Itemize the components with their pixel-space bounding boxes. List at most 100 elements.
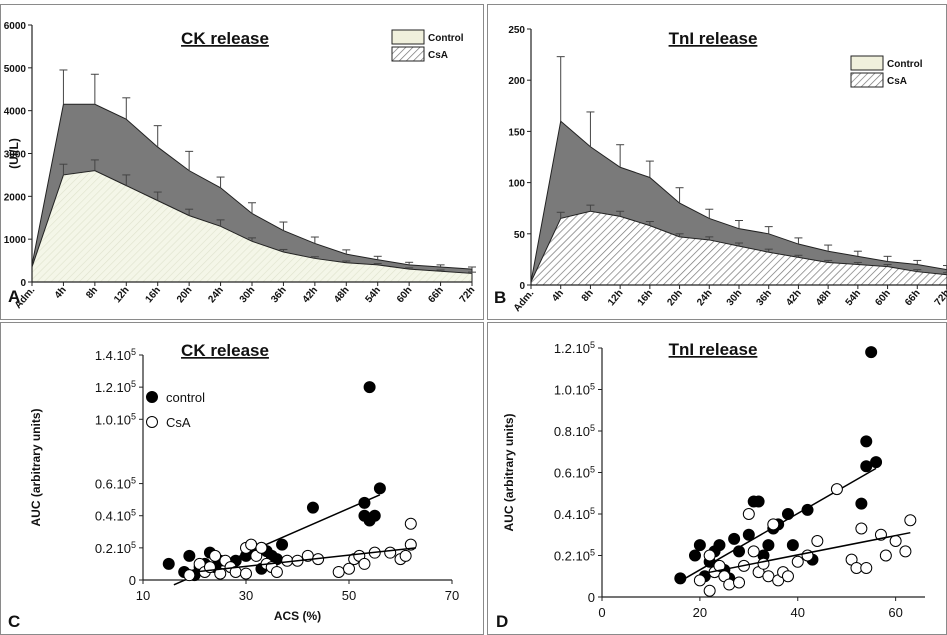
x-tick-label-0-4: 16h bbox=[144, 285, 164, 305]
y-tick-label-1-3: 150 bbox=[508, 127, 525, 138]
x-tick-label-1-3: 12h bbox=[606, 288, 626, 308]
x-tick-label-0-13: 66h bbox=[426, 285, 446, 305]
point-control-3-25 bbox=[865, 346, 878, 359]
point-control-3-22 bbox=[855, 497, 868, 510]
legend-label-control-2: control bbox=[166, 390, 205, 405]
panel-letter-1: B bbox=[494, 288, 506, 307]
point-control-3-9 bbox=[728, 532, 741, 545]
x-tick-label-0-1: 4h bbox=[53, 285, 69, 301]
panel-letter-0: A bbox=[8, 287, 20, 306]
x-tick-label-0-8: 36h bbox=[269, 285, 289, 305]
y-tick-label-1-4: 200 bbox=[508, 76, 525, 87]
x-tick-label-0-2: 8h bbox=[84, 285, 100, 301]
x-tick-label-0-7: 30h bbox=[238, 285, 258, 305]
point-control-3-0 bbox=[674, 572, 687, 585]
chart-title-2: CK release bbox=[181, 341, 269, 360]
legend-swatch-control-1 bbox=[850, 55, 884, 71]
point-csa-2-28 bbox=[399, 549, 412, 562]
y-tick-label-1-0: 0 bbox=[519, 281, 525, 292]
panel-letter-3: D bbox=[496, 612, 508, 631]
y-tick-label-3-4: 0.8.105 bbox=[554, 423, 595, 439]
legend-label-control-0: Control bbox=[428, 33, 464, 44]
x-tick-label-1-1: 4h bbox=[550, 288, 566, 304]
x-axis-label-2: ACS (%) bbox=[274, 609, 321, 623]
panel-d bbox=[487, 322, 947, 635]
point-csa-3-11 bbox=[757, 557, 770, 570]
point-csa-3-5 bbox=[723, 578, 736, 591]
y-tick-label-3-1: 0.2.105 bbox=[554, 548, 595, 564]
legend-swatch-csa-1 bbox=[850, 72, 884, 88]
y-axis-label-3: AUC (arbitrary units) bbox=[502, 413, 516, 531]
x-tick-label-0-6: 24h bbox=[206, 285, 226, 305]
point-csa-2-31 bbox=[240, 567, 252, 580]
legend-swatch-control-0 bbox=[391, 29, 425, 45]
x-tick-label-3-2: 40 bbox=[791, 605, 805, 620]
point-csa-3-3 bbox=[713, 559, 726, 572]
point-csa-2-21 bbox=[343, 562, 355, 575]
y-tick-label-3-0: 0 bbox=[588, 590, 595, 605]
point-control-2-0 bbox=[162, 557, 175, 570]
point-csa-3-9 bbox=[747, 545, 760, 558]
point-csa-3-28 bbox=[899, 545, 912, 558]
point-control-2-17 bbox=[306, 501, 319, 514]
point-csa-3-1 bbox=[703, 584, 716, 597]
point-control-2-2 bbox=[183, 549, 196, 562]
legend-swatch-csa-0 bbox=[391, 46, 425, 62]
y-tick-label-2-5: 1.2.105 bbox=[95, 379, 136, 395]
point-control-3-1 bbox=[688, 549, 701, 562]
y-tick-label-3-2: 0.4.105 bbox=[554, 506, 595, 522]
chart-title-0: CK release bbox=[181, 29, 269, 48]
y-tick-label-0-1: 1000 bbox=[4, 235, 27, 246]
y-tick-label-0-3: 3000 bbox=[4, 150, 27, 161]
point-control-2-22 bbox=[368, 509, 381, 522]
series-csa-area-1 bbox=[530, 210, 947, 286]
x-tick-label-2-2: 50 bbox=[342, 588, 356, 603]
point-csa-2-20 bbox=[332, 565, 345, 578]
x-tick-label-1-9: 42h bbox=[784, 288, 804, 308]
x-tick-label-0-11: 54h bbox=[364, 285, 384, 305]
x-tick-label-0-5: 20h bbox=[175, 285, 195, 305]
fit-line-control-3 bbox=[684, 467, 877, 579]
y-tick-label-2-6: 1.4.105 bbox=[95, 347, 136, 363]
x-tick-label-1-12: 60h bbox=[873, 288, 893, 308]
point-csa-3-13 bbox=[767, 518, 780, 531]
point-csa-3-29 bbox=[904, 514, 917, 527]
point-csa-2-10 bbox=[245, 538, 258, 551]
point-csa-3-19 bbox=[811, 534, 824, 547]
y-tick-label-2-3: 0.6.105 bbox=[95, 476, 136, 492]
x-tick-label-1-2: 8h bbox=[580, 288, 596, 304]
point-csa-3-24 bbox=[860, 561, 873, 574]
x-tick-label-2-1: 30 bbox=[239, 588, 253, 603]
point-csa-2-5 bbox=[214, 567, 227, 580]
y-tick-label-0-5: 5000 bbox=[4, 64, 27, 75]
point-csa-3-30 bbox=[703, 549, 716, 562]
point-control-3-23 bbox=[860, 435, 873, 448]
legend-marker-control-2 bbox=[146, 391, 158, 403]
y-tick-label-0-4: 4000 bbox=[4, 107, 27, 118]
point-control-3-11 bbox=[742, 528, 755, 541]
x-tick-label-1-4: 16h bbox=[636, 288, 656, 308]
point-control-3-6 bbox=[713, 539, 726, 552]
point-csa-3-6 bbox=[733, 576, 746, 589]
point-csa-2-29 bbox=[404, 517, 417, 530]
x-tick-label-0-9: 42h bbox=[301, 285, 321, 305]
point-control-3-26 bbox=[870, 456, 883, 469]
point-csa-3-0 bbox=[693, 574, 706, 587]
point-csa-2-24 bbox=[358, 557, 371, 570]
x-tick-label-1-5: 20h bbox=[665, 288, 685, 308]
y-tick-label-2-2: 0.4.105 bbox=[95, 508, 136, 524]
point-control-2-21 bbox=[363, 381, 376, 394]
y-tick-label-0-0: 0 bbox=[20, 278, 26, 289]
x-tick-label-0-12: 60h bbox=[395, 285, 415, 305]
point-control-3-18 bbox=[781, 508, 794, 520]
y-tick-label-0-6: 6000 bbox=[4, 21, 27, 32]
x-tick-label-1-0: Adm. bbox=[512, 288, 537, 314]
x-tick-label-1-10: 48h bbox=[814, 288, 834, 308]
point-csa-3-27 bbox=[889, 534, 902, 547]
point-csa-2-4 bbox=[209, 549, 222, 562]
point-control-2-23 bbox=[373, 482, 386, 495]
point-csa-3-8 bbox=[742, 508, 755, 520]
x-tick-label-2-0: 10 bbox=[136, 588, 150, 603]
y-tick-label-1-2: 100 bbox=[508, 179, 525, 190]
